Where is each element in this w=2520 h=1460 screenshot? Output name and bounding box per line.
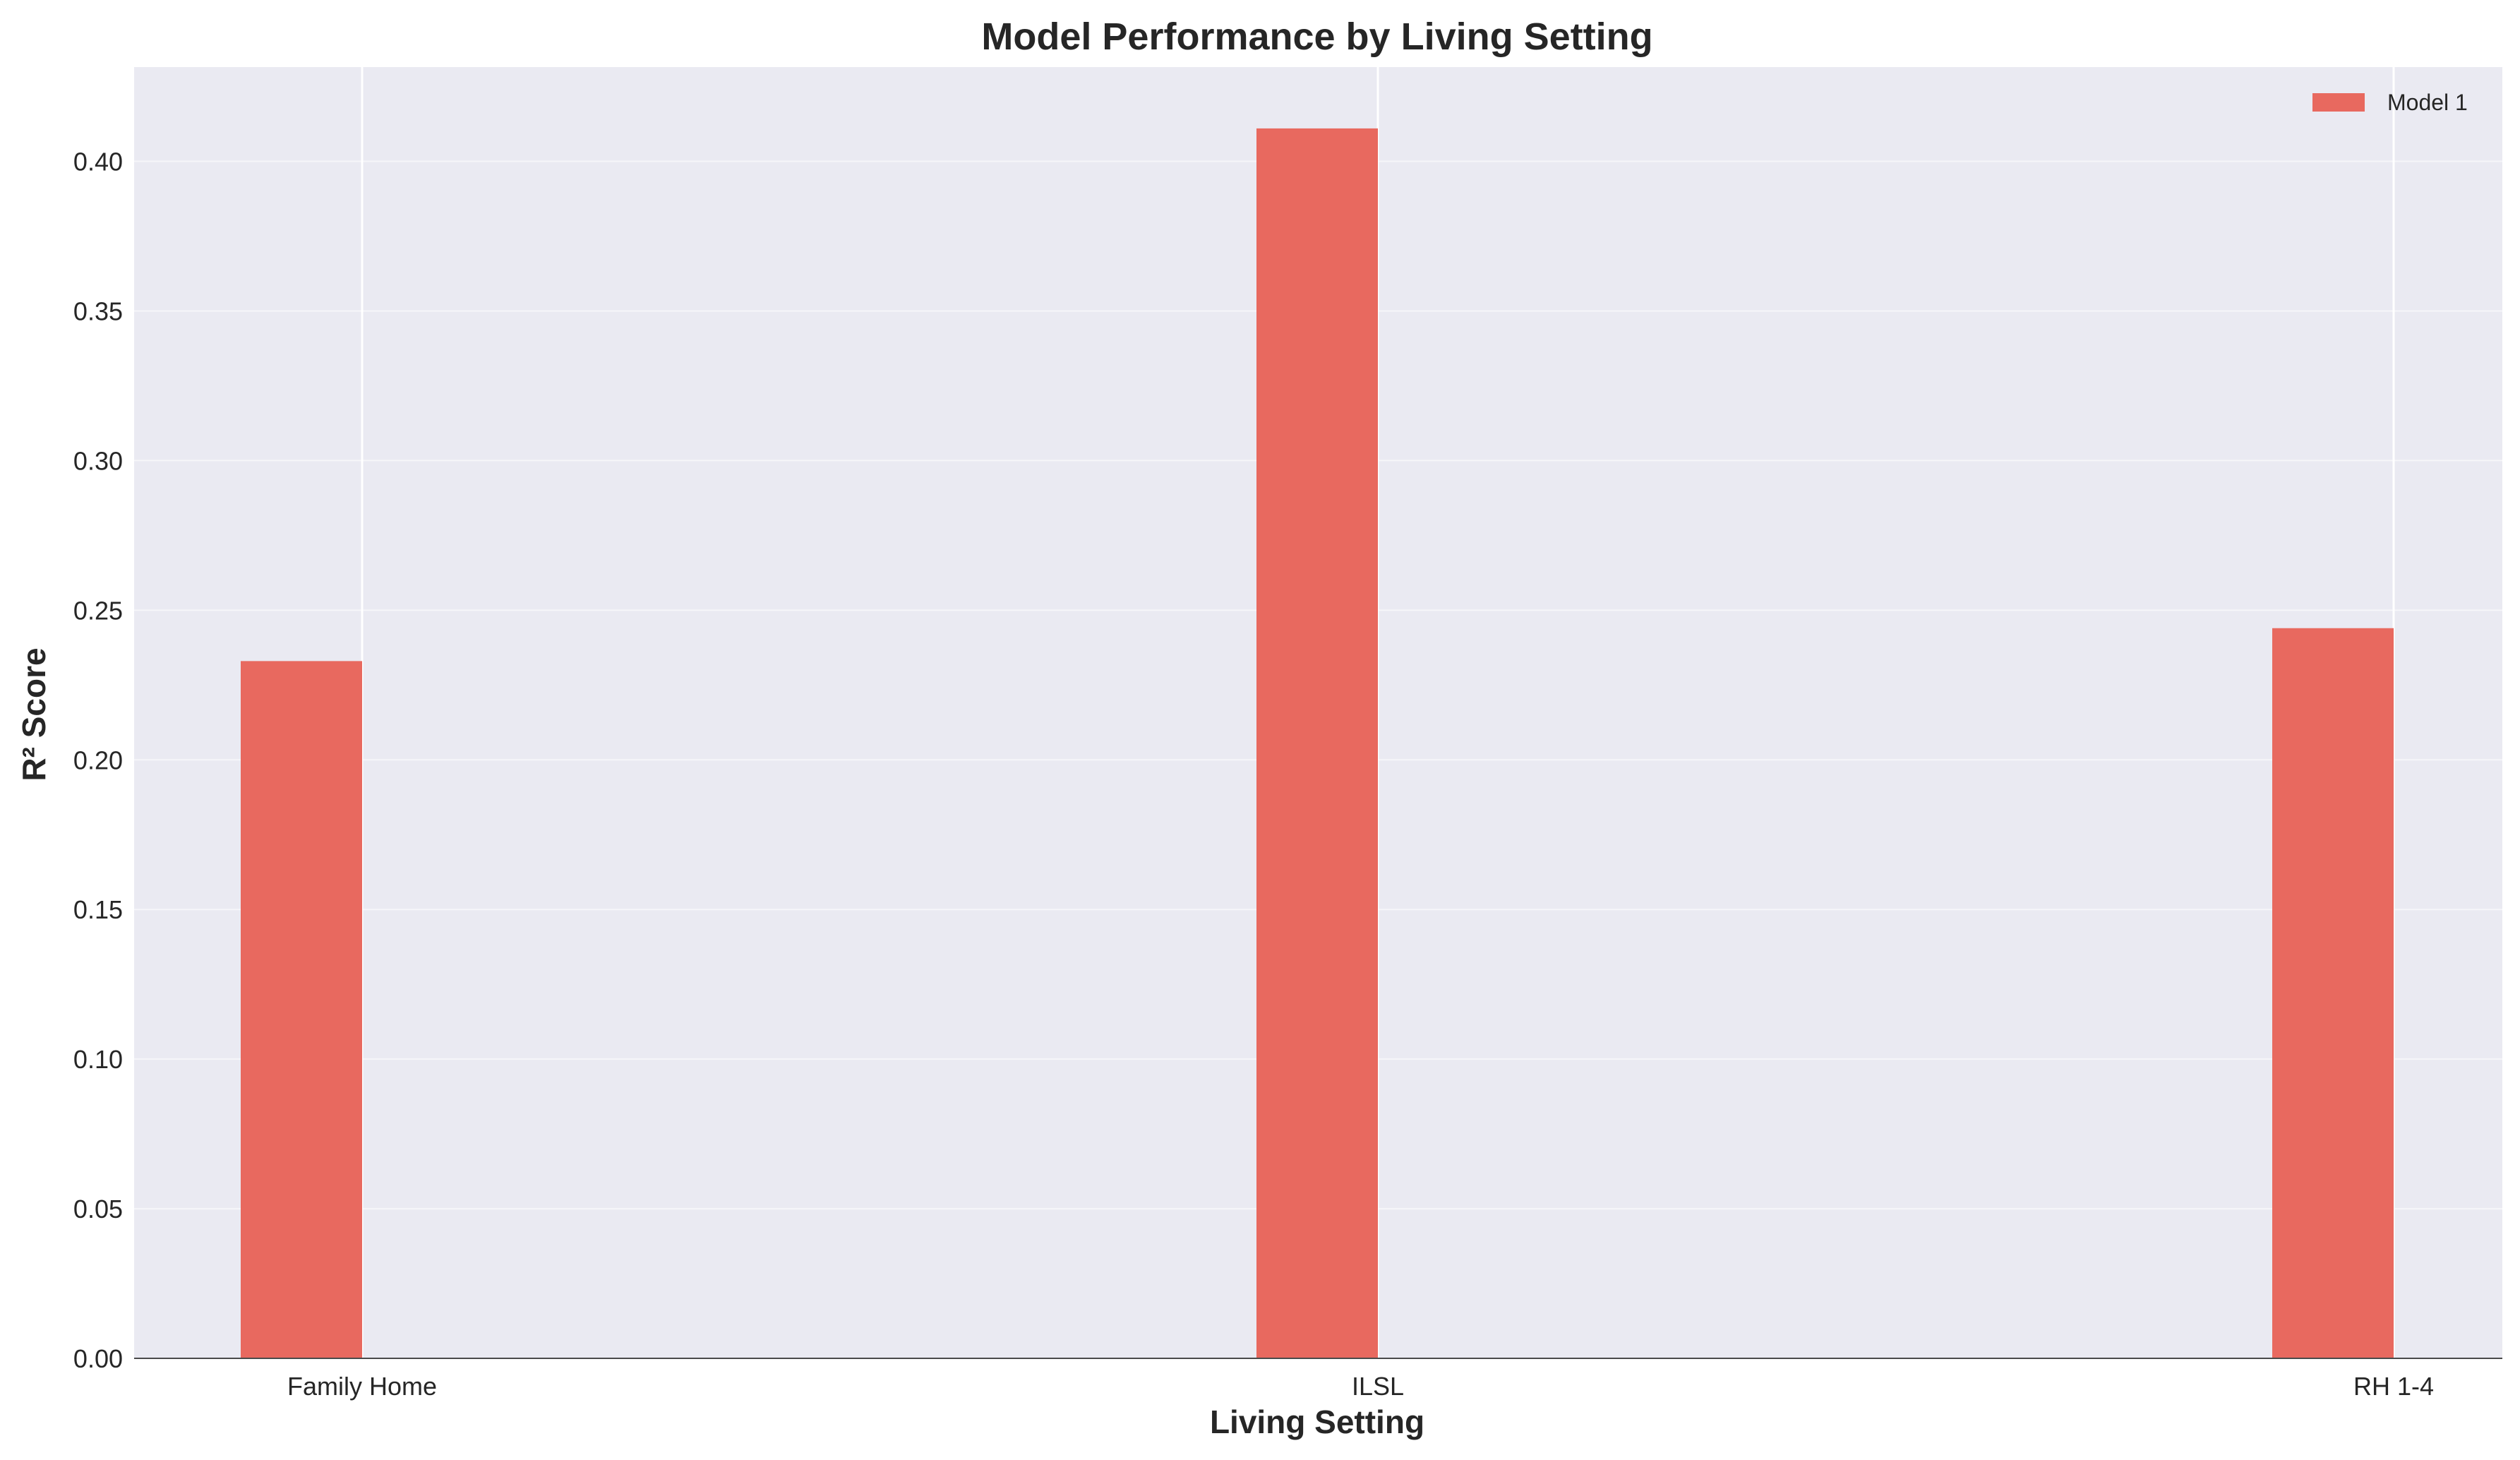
legend-swatch-model-1 [2312,93,2365,112]
bar-ilsl [1256,128,1378,1358]
x-axis-label: Living Setting [1210,1404,1424,1440]
y-axis-label: R² Score [16,647,52,781]
bar-family-home [241,661,362,1358]
y-tick-label: 0.20 [73,746,123,774]
bar-rh-1-4 [2272,628,2394,1358]
y-tick-label: 0.40 [73,148,123,176]
y-tick-label: 0.00 [73,1344,123,1373]
y-tick-label: 0.35 [73,297,123,325]
y-tick-label: 0.10 [73,1045,123,1074]
y-tick-label: 0.30 [73,446,123,475]
x-tick-label: ILSL [1352,1372,1404,1401]
legend: Model 1 [2312,90,2468,115]
x-tick-label: RH 1-4 [2353,1372,2434,1401]
legend-label-model-1: Model 1 [2387,90,2468,115]
y-tick-label: 0.05 [73,1195,123,1223]
y-tick-label: 0.15 [73,895,123,924]
x-tick-label: Family Home [287,1372,437,1401]
y-axis-ticks: 0.00 0.05 0.10 0.15 0.20 0.25 0.30 0.35 0.40 [73,148,123,1373]
chart-title: Model Performance by Living Setting [981,16,1652,58]
y-tick-label: 0.25 [73,596,123,625]
x-axis-ticks: Family Home ILSL RH 1-4 [287,1372,2434,1401]
